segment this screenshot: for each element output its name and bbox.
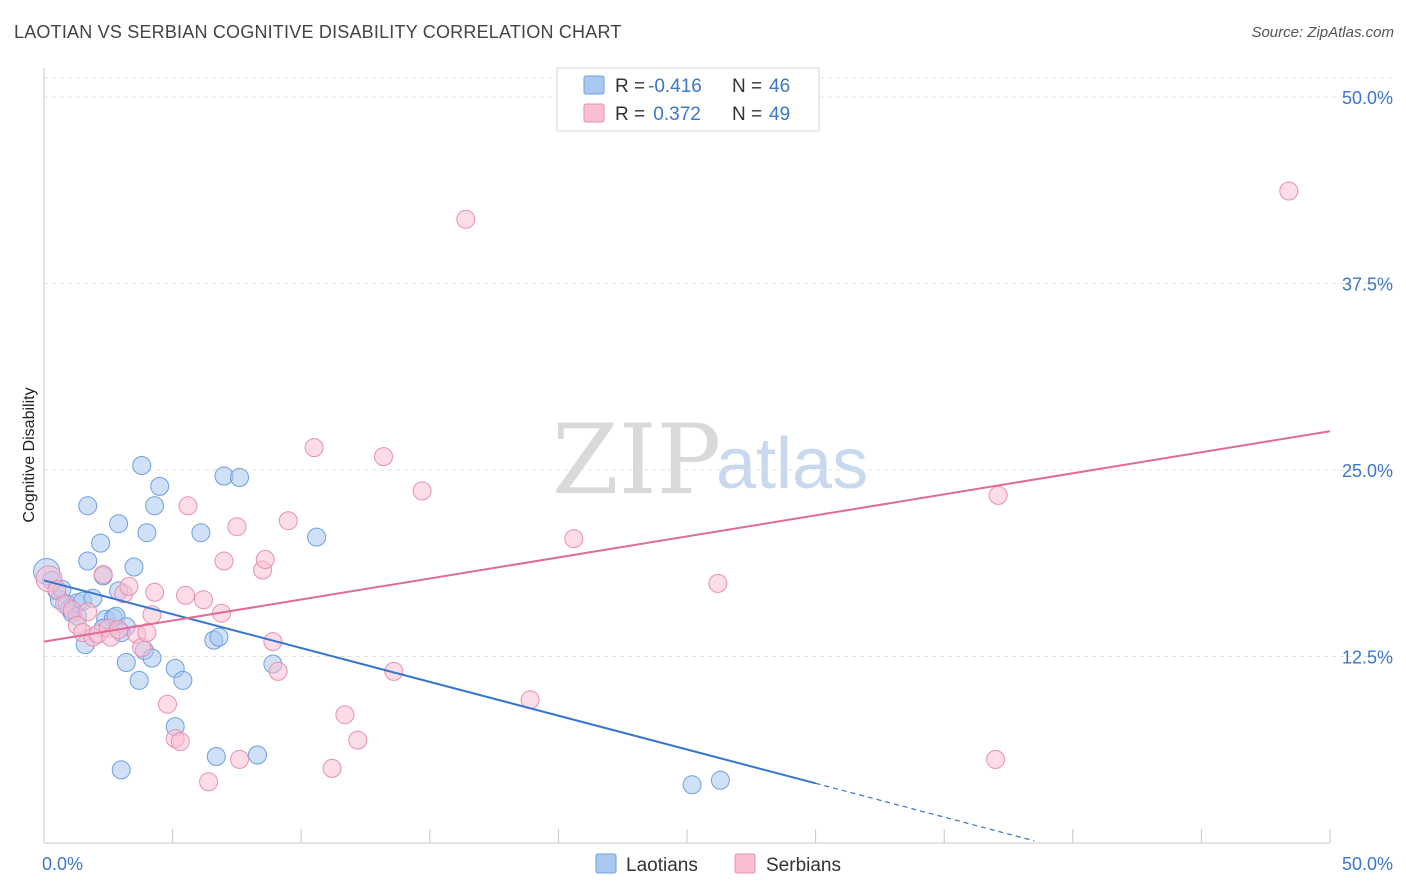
serbians-point <box>230 749 249 769</box>
y-axis-title: Cognitive Disability <box>21 387 38 522</box>
serbians-point <box>348 730 368 750</box>
serbians-point <box>170 732 190 751</box>
serbians-point <box>335 705 355 725</box>
laotians-point <box>124 557 144 577</box>
chart-title: LAOTIAN VS SERBIAN COGNITIVE DISABILITY … <box>14 22 622 42</box>
serbians-point <box>178 496 198 516</box>
laotians-point <box>78 496 98 516</box>
serbians-point <box>278 511 298 531</box>
laotians-trend-line <box>43 579 816 785</box>
laotians-point <box>206 747 226 766</box>
gridlines <box>44 77 1393 657</box>
serbians-point <box>176 585 195 605</box>
laotians-point <box>137 523 157 543</box>
legend-r-value-laotians: -0.416 <box>648 76 702 97</box>
legend-n-label-serbians: N = <box>732 104 762 125</box>
serbians-point <box>986 749 1006 769</box>
serbians-point <box>322 758 342 778</box>
laotians-point <box>109 514 129 534</box>
bottom-legend-swatch-laotians <box>595 853 617 874</box>
legend-swatch-serbians <box>583 103 605 123</box>
serbians-point <box>137 623 157 643</box>
x-tick-label-min: 0.0% <box>42 854 83 874</box>
serbians-point <box>93 564 113 584</box>
trend-lines <box>43 430 1331 842</box>
source-credit: Source: ZipAtlas.com <box>1251 24 1394 41</box>
bottom-legend-label-laotians: Laotians <box>626 855 698 876</box>
laotians-point <box>150 476 170 496</box>
bottom-legend-swatch-serbians <box>734 853 756 874</box>
correlation-legend: R = -0.416 N = 46 R = 0.372 N = 49 <box>556 67 820 132</box>
legend-r-label-serbians: R = <box>615 104 645 125</box>
laotians-point <box>145 496 165 516</box>
laotians-point <box>191 523 211 543</box>
bottom-legend-label-serbians: Serbians <box>766 855 841 876</box>
legend-n-label-laotians: N = <box>732 76 762 97</box>
laotians-point <box>91 533 111 553</box>
laotians-point <box>307 527 327 547</box>
legend-n-value-serbians: 49 <box>769 104 790 125</box>
serbians-point <box>119 576 139 596</box>
serbians-point <box>199 772 219 792</box>
x-ticks <box>43 829 1331 843</box>
y-tick-labels: 12.5% 25.0% 37.5% 50.0% <box>1342 88 1393 668</box>
watermark-zip: ZIP <box>552 404 721 516</box>
x-tick-label-max: 50.0% <box>1342 854 1393 874</box>
serbians-point <box>412 481 432 501</box>
laotians-trend-extension <box>815 782 1035 842</box>
serbians-point <box>194 590 213 610</box>
legend-r-label-laotians: R = <box>615 76 645 97</box>
laotians-point <box>116 653 136 672</box>
y-tick-label: 37.5% <box>1342 275 1393 295</box>
laotians-point <box>173 670 193 690</box>
serbians-point <box>374 447 393 467</box>
laotians-point <box>209 627 229 647</box>
y-tick-label: 50.0% <box>1342 88 1393 108</box>
laotians-point <box>111 760 131 780</box>
serbians-point <box>227 517 247 537</box>
legend-n-value-laotians: 46 <box>769 76 790 97</box>
legend-swatch-laotians <box>583 75 605 95</box>
serbians-point <box>268 661 288 681</box>
serbians-point <box>988 485 1008 505</box>
y-tick-label: 25.0% <box>1342 461 1393 481</box>
serbians-point <box>145 582 165 602</box>
serbians-point <box>304 438 324 458</box>
serbians-point <box>214 551 234 571</box>
laotians-point <box>78 551 98 571</box>
watermark-atlas: atlas <box>716 424 868 504</box>
series-legend: Laotians Serbians <box>595 853 841 876</box>
laotians-point <box>682 775 702 795</box>
laotians-point <box>248 745 267 765</box>
laotians-point <box>129 670 149 690</box>
serbians-point <box>1279 181 1299 201</box>
serbians-point <box>708 573 728 593</box>
laotians-point <box>132 456 152 475</box>
serbians-trend-line <box>43 430 1331 643</box>
serbians-point <box>158 694 177 714</box>
legend-r-value-serbians: 0.372 <box>648 104 701 125</box>
serbians-point <box>564 529 584 549</box>
laotians-point <box>710 770 730 790</box>
serbians-point <box>78 602 98 622</box>
serbians-point <box>456 209 476 229</box>
serbians-point <box>255 550 275 569</box>
laotians-point <box>230 468 249 487</box>
y-tick-label: 12.5% <box>1342 648 1393 668</box>
